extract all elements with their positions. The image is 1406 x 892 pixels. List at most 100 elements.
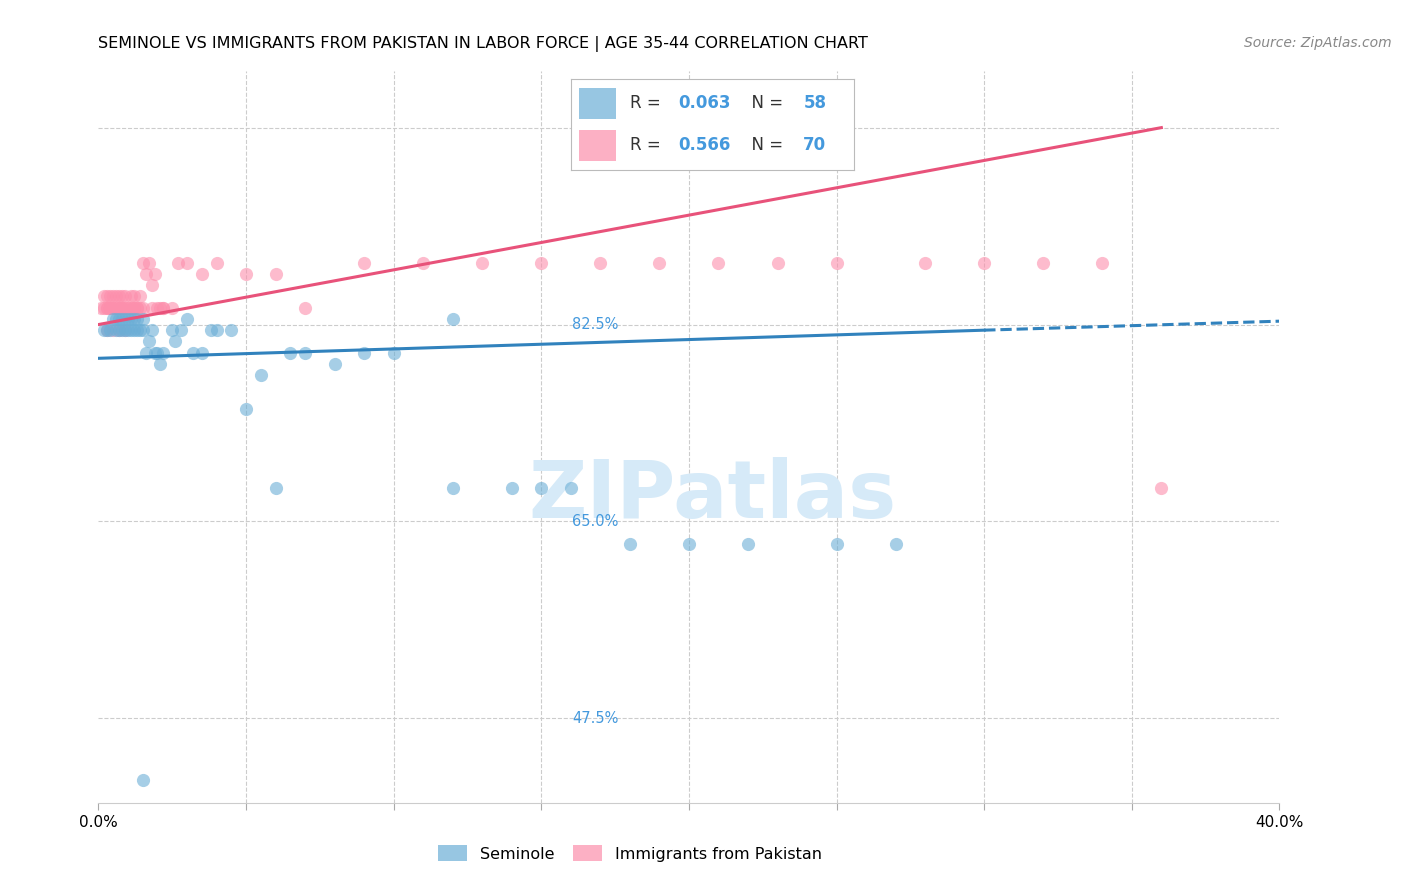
- Point: [125, 301, 148, 315]
- Point: [152, 301, 174, 315]
- Point: [138, 255, 160, 269]
- Point: [117, 301, 139, 315]
- Point: [132, 255, 155, 269]
- Point: [120, 289, 142, 303]
- Point: [96, 323, 118, 337]
- Point: [152, 345, 174, 359]
- Point: [825, 537, 848, 551]
- Text: ZIPatlas: ZIPatlas: [529, 457, 897, 534]
- Point: [103, 301, 125, 315]
- Point: [125, 312, 148, 326]
- Point: [103, 323, 125, 337]
- Point: [167, 255, 190, 269]
- Point: [120, 301, 142, 315]
- Point: [105, 289, 128, 303]
- Point: [132, 301, 155, 315]
- Point: [162, 323, 183, 337]
- Point: [120, 312, 142, 326]
- Point: [191, 267, 214, 281]
- Point: [122, 301, 145, 315]
- Point: [93, 323, 115, 337]
- Point: [1032, 255, 1054, 269]
- Point: [471, 255, 494, 269]
- Point: [105, 323, 128, 337]
- Point: [108, 323, 131, 337]
- Point: [146, 345, 169, 359]
- Point: [146, 301, 169, 315]
- Point: [678, 537, 700, 551]
- Point: [176, 255, 198, 269]
- Point: [125, 323, 148, 337]
- Point: [149, 301, 172, 315]
- Point: [111, 301, 134, 315]
- Point: [149, 357, 172, 371]
- Point: [138, 334, 160, 349]
- Point: [122, 301, 145, 315]
- Point: [973, 255, 995, 269]
- Point: [235, 267, 257, 281]
- Point: [294, 301, 316, 315]
- Point: [205, 255, 228, 269]
- Text: 47.5%: 47.5%: [572, 711, 619, 726]
- Point: [135, 345, 157, 359]
- Point: [589, 255, 612, 269]
- Point: [108, 312, 131, 326]
- Point: [141, 323, 163, 337]
- Point: [560, 481, 582, 495]
- Point: [93, 289, 115, 303]
- Point: [264, 267, 287, 281]
- Point: [250, 368, 273, 383]
- Point: [114, 323, 136, 337]
- Text: 100.0%: 100.0%: [572, 120, 628, 135]
- Point: [108, 301, 131, 315]
- Point: [132, 323, 155, 337]
- Point: [135, 267, 157, 281]
- Point: [128, 289, 150, 303]
- Point: [205, 323, 228, 337]
- Point: [93, 301, 115, 315]
- Point: [176, 312, 198, 326]
- Point: [619, 537, 641, 551]
- Point: [170, 323, 193, 337]
- Point: [120, 323, 142, 337]
- Legend: Seminole, Immigrants from Pakistan: Seminole, Immigrants from Pakistan: [432, 838, 828, 868]
- Point: [501, 481, 523, 495]
- Point: [141, 278, 163, 293]
- Text: Source: ZipAtlas.com: Source: ZipAtlas.com: [1244, 36, 1392, 50]
- Point: [132, 312, 155, 326]
- Point: [108, 323, 131, 337]
- Point: [96, 323, 118, 337]
- Point: [128, 323, 150, 337]
- Point: [125, 301, 148, 315]
- Point: [530, 481, 553, 495]
- Point: [114, 323, 136, 337]
- Point: [111, 289, 134, 303]
- Point: [884, 537, 907, 551]
- Point: [766, 255, 789, 269]
- Point: [382, 345, 405, 359]
- Point: [323, 357, 346, 371]
- Point: [294, 345, 316, 359]
- Point: [96, 289, 118, 303]
- Point: [648, 255, 671, 269]
- Point: [90, 301, 112, 315]
- Point: [117, 312, 139, 326]
- Point: [141, 301, 163, 315]
- Point: [530, 255, 553, 269]
- Point: [103, 289, 125, 303]
- Point: [200, 323, 222, 337]
- Point: [103, 312, 125, 326]
- Text: 82.5%: 82.5%: [572, 317, 619, 332]
- Point: [737, 537, 759, 551]
- Point: [98, 289, 121, 303]
- Point: [181, 345, 204, 359]
- Point: [98, 301, 121, 315]
- Point: [1091, 255, 1114, 269]
- Point: [111, 312, 134, 326]
- Point: [96, 301, 118, 315]
- Point: [165, 334, 187, 349]
- Text: 65.0%: 65.0%: [572, 514, 619, 529]
- Point: [235, 401, 257, 416]
- Point: [111, 301, 134, 315]
- Point: [152, 301, 174, 315]
